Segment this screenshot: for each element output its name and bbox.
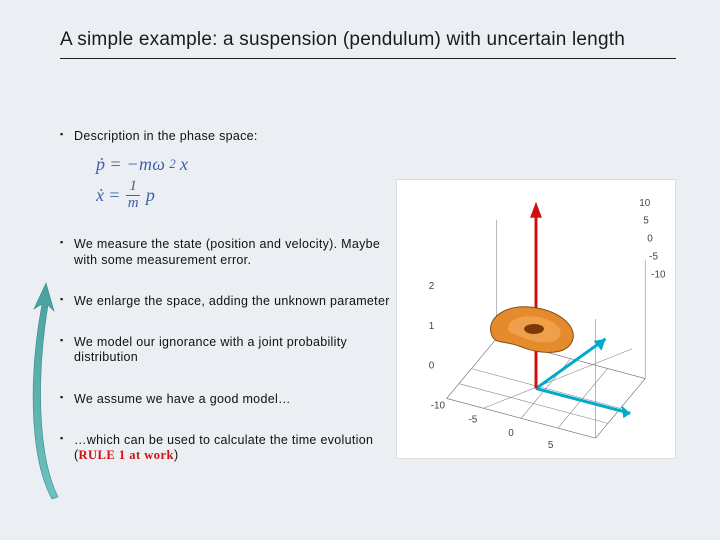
equations: ṗ = −mω2x ẋ = 1 m p xyxy=(96,150,390,211)
tick-b-0: 0 xyxy=(508,428,514,439)
tick-a-m5: -5 xyxy=(649,251,658,262)
plot-3d: 10 5 0 -5 -10 -10 -5 0 5 2 1 0 xyxy=(396,179,676,459)
tick-c-2: 2 xyxy=(429,281,435,292)
bullet-3: We enlarge the space, adding the unknown… xyxy=(60,294,390,309)
tick-c-0: 0 xyxy=(429,360,435,371)
slide-title: A simple example: a suspension (pendulum… xyxy=(60,28,676,52)
equation-1: ṗ = −mω2x xyxy=(96,150,390,179)
eq2-tail: p xyxy=(146,181,155,210)
plot-column: 10 5 0 -5 -10 -10 -5 0 5 2 1 0 xyxy=(396,179,686,464)
bullet-list: Description in the phase space: ṗ = −mω… xyxy=(60,129,390,464)
eq1-sup: 2 xyxy=(169,154,176,174)
eq2-lhs: ẋ xyxy=(96,181,104,210)
bullet-6-b: ) xyxy=(174,448,178,462)
bullet-column: Description in the phase space: ṗ = −mω… xyxy=(60,129,390,490)
eq2-eq: = xyxy=(108,181,120,210)
bullet-5: We assume we have a good model… xyxy=(60,392,390,407)
eq2-frac: 1 m xyxy=(125,179,142,212)
equation-2: ẋ = 1 m p xyxy=(96,179,390,212)
tick-b-5: 5 xyxy=(548,440,554,451)
tick-a-0: 0 xyxy=(647,233,653,244)
tick-a-m10: -10 xyxy=(651,269,666,280)
eq1-rhs-b: x xyxy=(180,150,188,179)
slide-body: Description in the phase space: ṗ = −mω… xyxy=(60,129,676,490)
tick-a-5: 5 xyxy=(643,215,649,226)
bullet-4: We model our ignorance with a joint prob… xyxy=(60,335,390,366)
tick-b-m5: -5 xyxy=(468,414,477,425)
tick-a-10: 10 xyxy=(639,198,651,209)
eq1-rhs-a: = −mω xyxy=(109,150,165,179)
rule1-text: RULE 1 at work xyxy=(78,448,174,462)
bullet-6: …which can be used to calculate the time… xyxy=(60,433,390,464)
slide: A simple example: a suspension (pendulum… xyxy=(0,0,720,540)
eq2-num: 1 xyxy=(126,179,140,196)
bullet-1-text: Description in the phase space: xyxy=(74,129,258,143)
bullet-2: We measure the state (position and veloc… xyxy=(60,237,390,268)
tick-b-m10: -10 xyxy=(431,400,446,411)
eq2-den: m xyxy=(125,196,142,212)
title-rule xyxy=(60,58,676,59)
eq1-lhs: ṗ xyxy=(96,150,105,179)
tick-c-1: 1 xyxy=(429,321,435,332)
bullet-1: Description in the phase space: ṗ = −mω… xyxy=(60,129,390,212)
